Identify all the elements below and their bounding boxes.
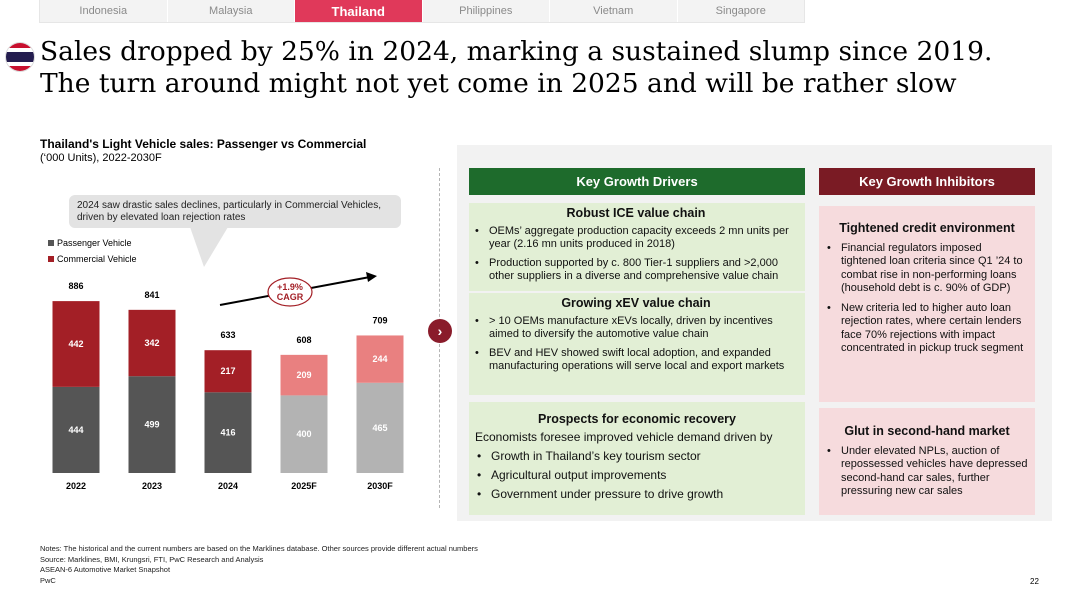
chart-callout: 2024 saw drastic sales declines, particu… [69, 195, 401, 228]
legend-item-passenger: Passenger Vehicle [48, 235, 137, 251]
bar-commercial-2025F [280, 354, 328, 396]
inhibitor-bullet: New criteria led to higher auto loan rej… [825, 302, 1029, 356]
inhibitors-header: Key Growth Inhibitors [819, 168, 1035, 195]
label-passenger-2030F: 465 [372, 423, 387, 433]
x-tick-2024: 2024 [218, 481, 238, 491]
x-tick-2025F: 2025F [291, 481, 317, 491]
title-line-1: Sales dropped by 25% in 2024, marking a … [40, 36, 993, 67]
chart-legend: Passenger Vehicle Commercial Vehicle [48, 235, 137, 267]
bar-passenger-2025F [280, 395, 328, 473]
driver-bullet: Growth in Thailand’s key tourism sector [475, 447, 799, 466]
cagr-label: CAGR [277, 292, 304, 302]
callout-pointer [190, 227, 228, 267]
inhibitor-title: Glut in second-hand market [844, 424, 1010, 438]
inhibitor-card-credit: Tightened credit environment Financial r… [819, 206, 1035, 402]
driver-title: Robust ICE value chain [566, 206, 706, 220]
footer-brand: PwC [40, 575, 56, 585]
cagr-value: +1.9% [277, 282, 303, 292]
tab-indonesia[interactable]: Indonesia [40, 0, 168, 22]
country-tabs: Indonesia Malaysia Thailand Philippines … [39, 0, 805, 23]
label-commercial-2023: 342 [144, 338, 159, 348]
legend-label-commercial: Commercial Vehicle [57, 254, 137, 264]
driver-card-economy: Prospects for economic recovery Economis… [469, 402, 805, 515]
label-total-2023: 841 [144, 290, 159, 300]
chart-bars: 444 442 886 2022 499 342 841 2023 416 217 633 2024 4… [52, 281, 404, 491]
label-commercial-2030F: 244 [372, 354, 387, 364]
label-commercial-2025F: 209 [296, 370, 311, 380]
inhibitor-bullet: Financial regulators imposed tightened l… [825, 242, 1029, 296]
legend-swatch-passenger [48, 240, 54, 246]
bar-commercial-2024 [204, 350, 252, 393]
driver-intro: Economists foresee improved vehicle dema… [475, 430, 773, 444]
bar-commercial-2030F [356, 335, 404, 383]
bar-passenger-2024 [204, 392, 252, 473]
thailand-flag-icon [6, 43, 34, 71]
inhibitor-title: Tightened credit environment [839, 221, 1015, 235]
stacked-bar-chart: 444 442 886 2022 499 342 841 2023 416 217 633 2024 4… [52, 272, 404, 491]
driver-bullet: > 10 OEMs manufacture xEVs locally, driv… [473, 315, 799, 342]
x-tick-2030F: 2030F [367, 481, 393, 491]
label-total-2024: 633 [220, 330, 235, 340]
title-line-2: The turn around might not yet come in 20… [40, 68, 957, 99]
tab-malaysia[interactable]: Malaysia [168, 0, 295, 22]
label-total-2025F: 608 [296, 335, 311, 345]
bar-passenger-2030F [356, 382, 404, 473]
bar-commercial-2022 [52, 301, 100, 387]
footer-source: Source: Marklines, BMI, Krungsri, FTI, P… [40, 554, 264, 564]
label-total-2022: 886 [68, 281, 83, 291]
legend-item-commercial: Commercial Vehicle [48, 251, 137, 267]
inhibitor-bullet: Under elevated NPLs, auction of reposses… [825, 445, 1029, 499]
label-commercial-2024: 217 [220, 366, 235, 376]
tab-philippines[interactable]: Philippines [423, 0, 550, 22]
legend-swatch-commercial [48, 256, 54, 262]
driver-bullet: Government under pressure to drive growt… [475, 485, 799, 504]
driver-title: Prospects for economic recovery [538, 412, 736, 426]
bar-commercial-2023 [128, 309, 176, 377]
chart-subtitle: (‘000 Units), 2022-2030F [40, 152, 162, 164]
cagr-badge [267, 277, 313, 307]
tab-singapore[interactable]: Singapore [715, 5, 766, 17]
label-passenger-2024: 416 [220, 428, 235, 438]
chevron-right-icon: › [428, 319, 452, 343]
drivers-header: Key Growth Drivers [469, 168, 805, 195]
driver-title: Growing xEV value chain [561, 296, 711, 310]
label-passenger-2022: 444 [68, 425, 83, 435]
label-passenger-2025F: 400 [296, 429, 311, 439]
inhibitor-card-secondhand: Glut in second-hand market Under elevate… [819, 408, 1035, 515]
driver-card-xev: Growing xEV value chain > 10 OEMs manufa… [469, 293, 805, 395]
bar-passenger-2023 [128, 376, 176, 473]
x-tick-2023: 2023 [142, 481, 162, 491]
footer-report: ASEAN-6 Automotive Market Snapshot [40, 565, 171, 574]
label-total-2030F: 709 [372, 315, 387, 325]
cagr-arrowhead-icon [366, 272, 377, 282]
label-passenger-2023: 499 [144, 420, 159, 430]
driver-bullet: Agricultural output improvements [475, 466, 799, 485]
page-title: Sales dropped by 25% in 2024, marking a … [40, 36, 1070, 100]
driver-bullet: Production supported by c. 800 Tier-1 su… [473, 257, 799, 284]
page-number: 22 [1030, 577, 1039, 586]
tab-vietnam[interactable]: Vietnam [550, 0, 678, 22]
footer-note: Notes: The historical and the current nu… [40, 544, 478, 553]
bar-passenger-2022 [52, 386, 100, 473]
driver-bullet: OEMs’ aggregate production capacity exce… [473, 225, 799, 252]
label-commercial-2022: 442 [68, 339, 83, 349]
chart-title: Thailand's Light Vehicle sales: Passenge… [40, 137, 367, 151]
tab-thailand[interactable]: Thailand [295, 0, 423, 22]
driver-bullet: BEV and HEV showed swift local adoption,… [473, 347, 799, 374]
x-tick-2022: 2022 [66, 481, 86, 491]
driver-card-ice: Robust ICE value chain OEMs’ aggregate p… [469, 203, 805, 291]
footer-notes: Notes: The historical and the current nu… [40, 544, 478, 586]
legend-label-passenger: Passenger Vehicle [57, 238, 132, 248]
